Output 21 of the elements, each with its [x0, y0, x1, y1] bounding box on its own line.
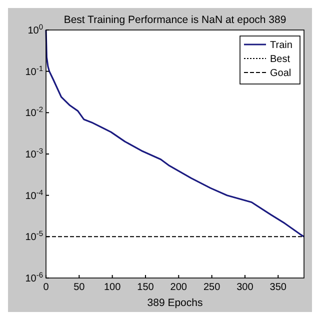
x-tick-label: 350 — [270, 282, 287, 293]
x-tick-label: 250 — [203, 282, 221, 293]
y-tick-label: 10$^{0}$ — [28, 22, 43, 36]
x-tick-label: 200 — [170, 282, 188, 293]
y-tick-label: 10$^{-1}$ — [25, 63, 43, 78]
y-tick-label: 10$^{-5}$ — [25, 228, 43, 244]
chart-title: Best Training Performance is NaN at epoch 389 — [64, 14, 286, 26]
x-tick-label: 100 — [104, 282, 122, 293]
x-axis-title: 389 Epochs — [147, 297, 203, 309]
y-tick-label: 10$^{-3}$ — [25, 146, 43, 160]
legend-label: Goal — [270, 68, 292, 79]
x-tick-label: 150 — [137, 282, 154, 293]
legend-label: Train — [270, 40, 292, 51]
x-tick-label: 0 — [43, 282, 50, 293]
y-tick-label: 10$^{-6}$ — [25, 270, 43, 284]
y-tick-label: 10$^{-4}$ — [25, 187, 43, 202]
line-series — [45, 29, 305, 238]
x-tick-label: 300 — [236, 282, 254, 293]
y-tick-label: 10$^{-2}$ — [25, 104, 43, 120]
x-tick-label: 50 — [74, 282, 86, 293]
legend-label: Best — [270, 54, 290, 65]
